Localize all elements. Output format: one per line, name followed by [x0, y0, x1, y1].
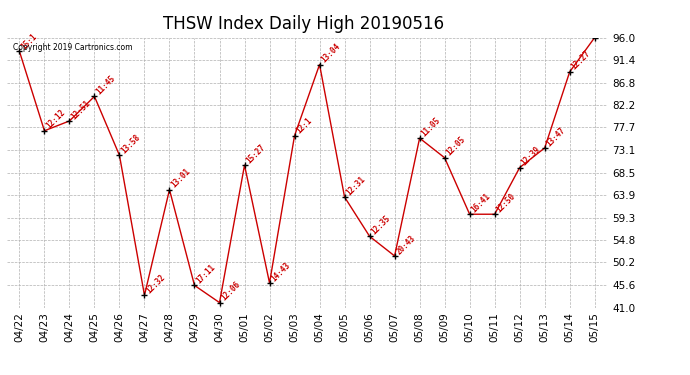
Text: 12:12: 12:12	[44, 108, 67, 131]
Text: 15:1: 15:1	[19, 32, 39, 51]
Text: 15:27: 15:27	[244, 142, 267, 165]
Text: Copyright 2019 Cartronics.com: Copyright 2019 Cartronics.com	[13, 43, 132, 52]
Text: 13:47: 13:47	[544, 125, 567, 148]
Text: 12:32: 12:32	[144, 273, 167, 295]
Text: 12:1: 12:1	[295, 116, 314, 136]
Text: THSW  (°F): THSW (°F)	[549, 27, 603, 36]
Text: 12:06: 12:06	[219, 280, 242, 303]
Text: 12:05: 12:05	[444, 135, 467, 158]
Text: 12:39: 12:39	[520, 145, 542, 168]
Text: 13:58: 13:58	[119, 133, 142, 155]
Text: THSW Index Daily High 20190516: THSW Index Daily High 20190516	[163, 15, 444, 33]
Text: 12:51: 12:51	[70, 98, 92, 121]
Text: 12:50: 12:50	[495, 192, 518, 214]
Text: 11:45: 11:45	[95, 74, 117, 96]
Text: 16:41: 16:41	[470, 192, 493, 214]
Text: 12:35: 12:35	[370, 214, 393, 236]
Text: 17:11: 17:11	[195, 263, 217, 285]
Text: 12:31: 12:31	[344, 174, 367, 197]
Text: 14:43: 14:43	[270, 260, 293, 283]
Text: 11:05: 11:05	[420, 116, 442, 138]
Text: 12:27: 12:27	[570, 49, 593, 72]
Text: 13:04: 13:04	[319, 42, 342, 64]
Text: 20:43: 20:43	[395, 233, 417, 256]
Text: 13:01: 13:01	[170, 167, 193, 190]
